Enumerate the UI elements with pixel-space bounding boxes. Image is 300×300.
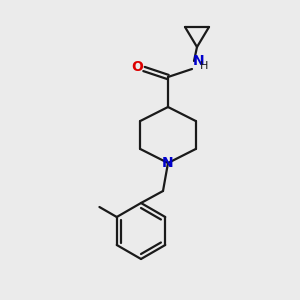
Text: N: N	[162, 156, 174, 170]
Text: H: H	[200, 61, 208, 71]
Text: O: O	[131, 60, 143, 74]
Text: N: N	[193, 54, 205, 68]
